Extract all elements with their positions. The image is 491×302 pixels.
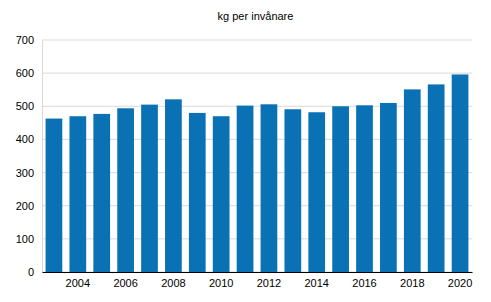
y-tick: 500 <box>16 100 42 112</box>
chart: 0100200300400500600700200420062008201020… <box>0 0 491 302</box>
x-tick-label: 2014 <box>304 277 328 289</box>
x-tick-label: 2008 <box>161 277 185 289</box>
y-tick: 300 <box>16 167 42 179</box>
bar <box>165 99 182 272</box>
x-tick: 2010 <box>209 277 233 289</box>
bar <box>308 112 325 272</box>
x-tick-label: 2012 <box>257 277 281 289</box>
bar <box>380 103 397 272</box>
y-tick-label: 600 <box>16 67 34 79</box>
plot: 0100200300400500600700200420062008201020… <box>16 34 473 289</box>
x-tick: 2006 <box>113 277 137 289</box>
y-tick: 400 <box>16 133 42 145</box>
y-tick-label: 700 <box>16 34 34 46</box>
y-tick-label: 100 <box>16 233 34 245</box>
y-axis: 0 100 200 300 400 500 600 700 <box>16 34 43 278</box>
x-tick: 2004 <box>66 277 90 289</box>
y-tick-label: 400 <box>16 133 34 145</box>
bars <box>46 74 469 272</box>
x-tick: 2014 <box>304 277 328 289</box>
x-tick-label: 2020 <box>448 277 472 289</box>
y-tick-label: 0 <box>28 266 34 278</box>
x-tick-label: 2018 <box>400 277 424 289</box>
x-axis-line <box>43 272 473 273</box>
y-tick: 600 <box>16 67 42 79</box>
x-tick: 2018 <box>400 277 424 289</box>
y-tick: 100 <box>16 233 42 245</box>
bar <box>117 108 134 272</box>
bar <box>93 114 110 272</box>
grid <box>42 40 472 272</box>
x-tick-label: 2006 <box>113 277 137 289</box>
y-tick: 200 <box>16 200 42 212</box>
bar <box>141 105 158 272</box>
bar <box>261 104 278 272</box>
bar <box>237 106 254 272</box>
bar <box>189 113 206 272</box>
grid-line <box>42 73 472 74</box>
bar <box>404 89 421 272</box>
bar <box>46 119 63 272</box>
x-tick-label: 2016 <box>352 277 376 289</box>
y-axis-line <box>42 41 43 273</box>
grid-line <box>42 40 472 41</box>
bar <box>284 109 301 272</box>
x-tick: 2016 <box>352 277 376 289</box>
bar <box>69 116 86 272</box>
bar <box>332 106 349 272</box>
x-tick: 2008 <box>161 277 185 289</box>
y-tick: 700 <box>16 34 42 46</box>
y-tick-label: 500 <box>16 100 34 112</box>
bar <box>213 116 230 272</box>
x-tick: 2020 <box>448 277 472 289</box>
bar <box>452 74 469 272</box>
title: kg per invånare <box>218 10 294 22</box>
bar <box>356 105 373 272</box>
y-tick: 0 <box>28 266 42 278</box>
y-tick-label: 300 <box>16 167 34 179</box>
x-tick: 2012 <box>257 277 281 289</box>
x-axis: 2004 2006 2008 2010 2012 2014 2016 2018 2020 <box>43 273 473 289</box>
x-tick-label: 2010 <box>209 277 233 289</box>
x-tick-label: 2004 <box>66 277 90 289</box>
y-tick-label: 200 <box>16 200 34 212</box>
bar <box>428 84 445 272</box>
